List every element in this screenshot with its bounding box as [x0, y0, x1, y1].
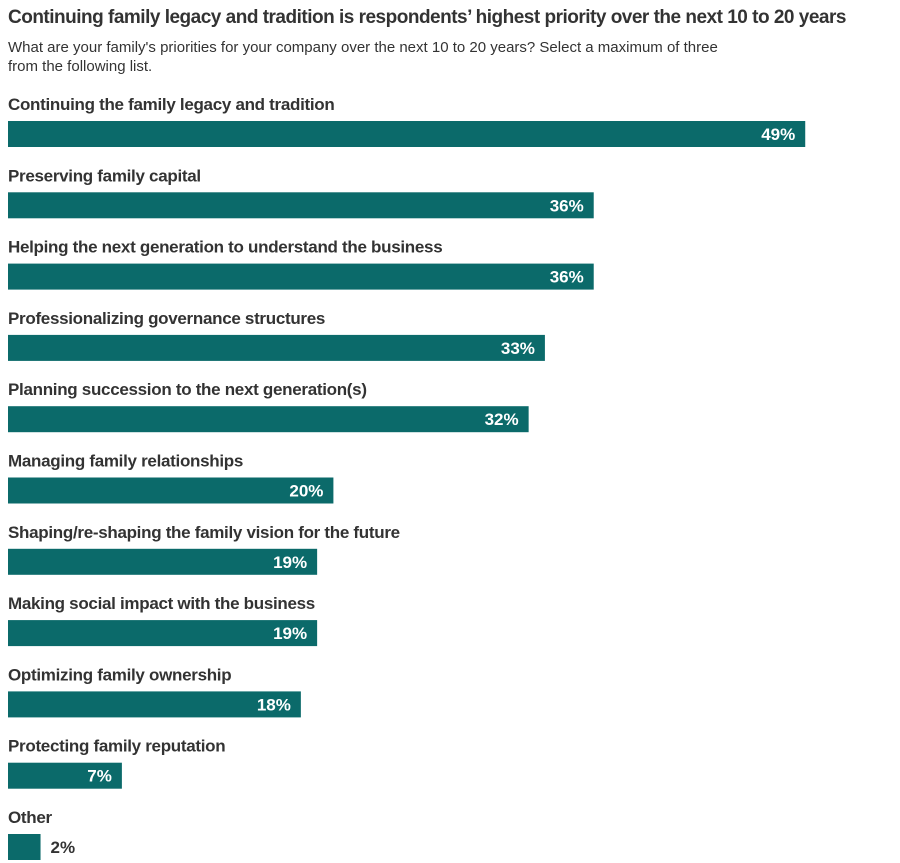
category-label: Making social impact with the business [8, 594, 315, 613]
bar [8, 263, 594, 290]
value-label: 2% [51, 838, 76, 857]
bar [8, 691, 301, 718]
category-label: Helping the next generation to understan… [8, 238, 442, 257]
category-label: Planning succession to the next generati… [8, 380, 367, 399]
bar [8, 548, 318, 575]
category-label: Other [8, 808, 53, 827]
category-label: Shaping/re-shaping the family vision for… [8, 523, 400, 542]
value-label: 36% [550, 268, 584, 287]
chart-title: Continuing family legacy and tradition i… [8, 7, 846, 28]
category-label: Preserving family capital [8, 166, 201, 185]
category-label: Managing family relationships [8, 452, 243, 471]
category-label: Professionalizing governance structures [8, 309, 325, 328]
value-label: 20% [289, 482, 323, 501]
category-label: Continuing the family legacy and traditi… [8, 95, 334, 114]
bar [8, 620, 318, 647]
category-label: Protecting family reputation [8, 737, 225, 756]
value-label: 19% [273, 553, 307, 572]
bar [8, 477, 334, 504]
value-label: 19% [273, 624, 307, 643]
value-label: 36% [550, 196, 584, 215]
value-label: 49% [761, 125, 795, 144]
bar [8, 834, 41, 860]
bar [8, 192, 594, 219]
value-label: 33% [501, 339, 535, 358]
chart-subtitle: What are your family's priorities for yo… [8, 39, 718, 75]
value-label: 32% [485, 410, 519, 429]
bar [8, 762, 122, 789]
value-label: 7% [87, 767, 112, 786]
bar [8, 121, 806, 147]
bar [8, 406, 529, 433]
bar [8, 334, 545, 361]
category-label: Optimizing family ownership [8, 665, 231, 684]
value-label: 18% [257, 695, 291, 714]
